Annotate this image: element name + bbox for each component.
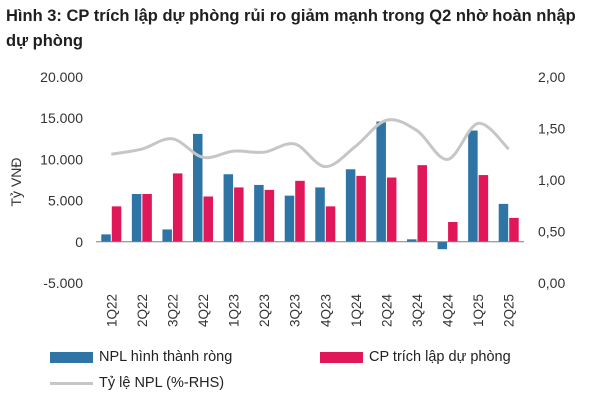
y-tick-label: 5.000 xyxy=(48,193,83,209)
bar-npl xyxy=(254,184,264,242)
x-tick-label: 1Q22 xyxy=(104,294,119,327)
x-tick-label: 1Q23 xyxy=(227,294,242,327)
bar-provision xyxy=(295,180,305,242)
y-tick-label: 15.000 xyxy=(40,110,83,126)
y2-tick-label: 2,00 xyxy=(538,69,565,85)
legend-label-npl-ratio: Tỷ lệ NPL (%-RHS) xyxy=(99,375,225,391)
legend-swatch-npl-ratio xyxy=(50,381,93,385)
bar-provision xyxy=(478,175,489,242)
bar-provision xyxy=(264,189,275,242)
y2-tick-label: 0,50 xyxy=(538,224,565,240)
bar-provision xyxy=(203,196,213,242)
bar-npl xyxy=(101,234,111,242)
bar-provision xyxy=(448,222,458,242)
bar-provision xyxy=(142,194,152,242)
bar-provision xyxy=(172,173,183,242)
x-tick-label: 2Q24 xyxy=(379,294,394,328)
x-tick-label: 1Q25 xyxy=(471,294,486,327)
y2-tick-label: 1,50 xyxy=(538,121,565,137)
y-axis-label: Tỷ VNĐ xyxy=(8,158,24,207)
x-tick-label: 2Q25 xyxy=(502,294,517,327)
x-tick-label: 4Q24 xyxy=(441,294,456,328)
bar-npl xyxy=(437,241,448,250)
x-tick-label: 1Q24 xyxy=(349,294,364,328)
y-tick-label: 20.000 xyxy=(40,69,83,85)
legend-item-npl-ratio: Tỷ lệ NPL (%-RHS) xyxy=(50,375,224,391)
chart-title: Hình 3: CP trích lập dự phòng rủi ro giả… xyxy=(6,7,576,50)
x-tick-label: 3Q23 xyxy=(288,294,303,327)
bar-npl xyxy=(407,239,417,242)
bar-npl xyxy=(315,187,325,242)
x-tick-label: 2Q22 xyxy=(135,294,150,327)
legend-item-provision: CP trích lập dự phòng xyxy=(320,349,511,365)
bar-npl xyxy=(131,194,142,242)
legend-swatch-provision xyxy=(320,351,363,363)
bar-npl xyxy=(376,121,386,242)
legend-item-npl: NPL hình thành ròng xyxy=(50,349,232,365)
line-npl-ratio xyxy=(111,118,510,169)
bar-npl xyxy=(468,130,478,242)
x-tick-label: 4Q23 xyxy=(318,294,333,327)
y-tick-label: 0 xyxy=(75,234,83,250)
bar-npl xyxy=(345,169,356,242)
x-tick-label: 2Q23 xyxy=(257,294,272,327)
legend-swatch-npl xyxy=(50,351,93,363)
bar-npl xyxy=(498,203,509,242)
x-tick-label: 4Q22 xyxy=(196,294,211,327)
bar-npl xyxy=(162,229,172,242)
x-tick-label: 3Q22 xyxy=(165,294,180,327)
x-tick-label: 3Q24 xyxy=(410,294,425,328)
legend-label-npl: NPL hình thành ròng xyxy=(99,349,233,365)
bar-provision xyxy=(386,177,397,242)
bar-provision xyxy=(111,206,122,242)
bar-npl xyxy=(193,133,203,242)
bar-provision xyxy=(234,187,244,242)
y2-tick-label: 0,00 xyxy=(538,275,565,291)
bar-provision xyxy=(325,206,336,242)
bar-provision xyxy=(356,175,366,242)
legend-label-provision: CP trích lập dự phòng xyxy=(369,349,511,365)
y-tick-label: -5.000 xyxy=(43,275,83,291)
bar-npl xyxy=(284,195,295,242)
y2-tick-label: 1,00 xyxy=(538,172,565,188)
bar-npl xyxy=(223,174,234,242)
bar-provision xyxy=(417,165,427,242)
y-tick-label: 10.000 xyxy=(40,151,83,167)
bar-provision xyxy=(509,217,519,242)
